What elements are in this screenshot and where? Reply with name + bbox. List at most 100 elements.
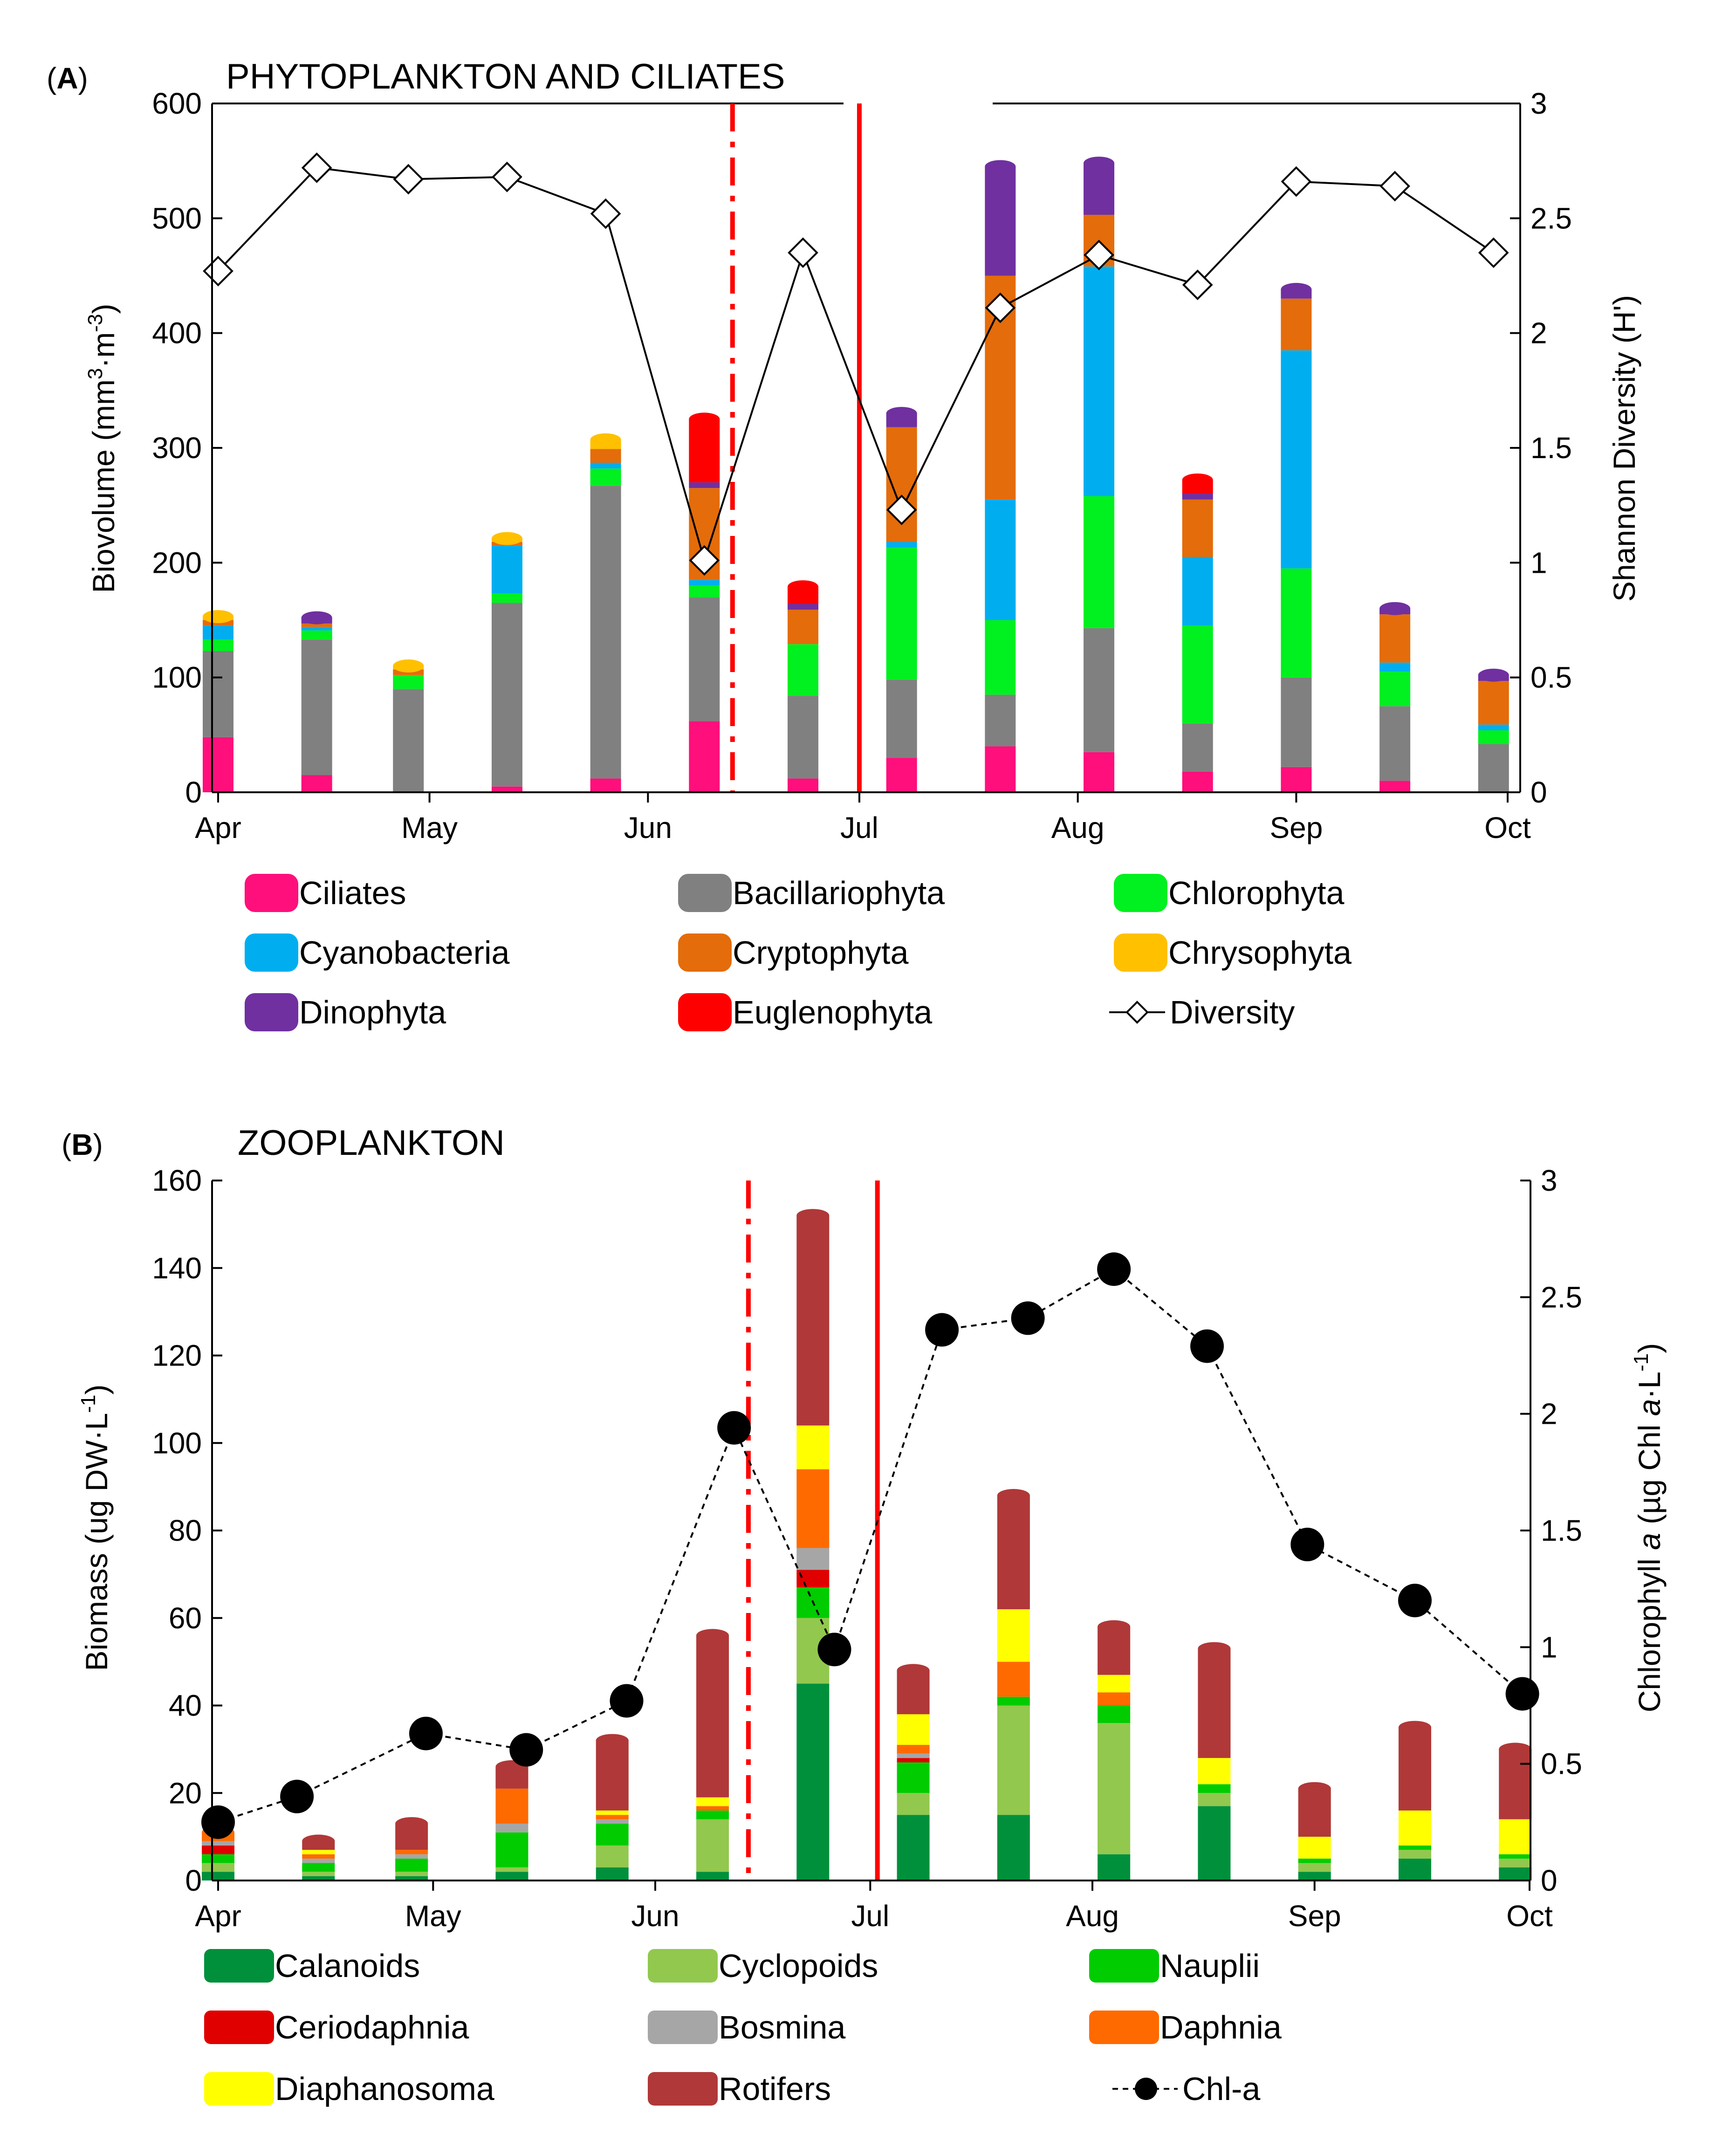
panel-a-bar-chlorophyta	[203, 639, 233, 652]
panel-a-bar-cyanobacteria	[1182, 557, 1213, 626]
panel-a-bar-bacillariophyta	[393, 689, 424, 792]
panel-b-x-tick-label: Oct	[1506, 1899, 1553, 1933]
panel-a-bar-ciliates	[491, 786, 522, 792]
panel-b-bar-cap-rotifers	[997, 1489, 1030, 1502]
panel-b-bar-diaphanosoma	[696, 1797, 729, 1806]
legend-swatch-ciliates	[245, 874, 298, 912]
panel-b-bar-calanoids	[1098, 1854, 1131, 1880]
legend-item-bacillariophyta: Bacillariophyta	[678, 874, 945, 912]
panel-b-bar-rotifers	[796, 1215, 830, 1426]
panel-a-label: (A)	[47, 62, 88, 95]
legend-item-cyanobacteria: Cyanobacteria	[245, 933, 509, 972]
panel-b-bar-nauplii	[596, 1823, 629, 1846]
panel-b-bar-diaphanosoma	[1298, 1837, 1331, 1859]
legend-swatch-ceriodaphnia	[204, 2011, 274, 2044]
panel-a-bar-bacillariophyta	[1478, 744, 1509, 792]
panel-b-bar-bosmina	[495, 1823, 528, 1832]
panel-a-bar-cap-dinophyta	[301, 611, 332, 625]
panel-b-bar-cap-rotifers	[395, 1817, 428, 1830]
panel-a-diversity-marker	[1281, 166, 1312, 197]
panel-a: (A) PHYTOPLANKTON AND CILIATES 010020030…	[47, 57, 1641, 1031]
panel-a-bar-cryptophyta	[1182, 499, 1213, 557]
panel-b-bar-calanoids	[1298, 1872, 1331, 1880]
panel-a-bar-ciliates	[590, 778, 621, 792]
panel-b-bar-nauplii	[395, 1859, 428, 1872]
panel-a-bar-chlorophyta	[1084, 496, 1115, 628]
panel-b-bar-diaphanosoma	[1499, 1819, 1532, 1854]
legend-label: Diversity	[1170, 994, 1295, 1030]
panel-a-bar-bacillariophyta	[491, 603, 522, 787]
panel-a-bar-cyanobacteria	[203, 625, 233, 640]
panel-a-y2-tick-label: 3	[1530, 87, 1547, 120]
legend-label: Diaphanosoma	[275, 2071, 494, 2107]
legend-label: Bacillariophyta	[733, 875, 945, 911]
panel-a-bar-chlorophyta	[590, 468, 621, 486]
panel-b-bar-rotifers	[1398, 1727, 1431, 1811]
panel-a-y2-tick-label: 0.5	[1530, 661, 1572, 694]
panel-a-diversity-marker	[1182, 269, 1213, 301]
panel-a-diversity-marker	[301, 152, 332, 183]
panel-b-y2-tick-label: 1.5	[1541, 1514, 1582, 1547]
panel-a-y-tick-label: 400	[152, 316, 202, 350]
panel-a-event-lines	[730, 103, 862, 792]
panel-a-bar-cap-dinophyta	[985, 160, 1016, 173]
panel-a-y-tick-label: 0	[185, 776, 202, 809]
panel-a-axes: 0 100 200 300 400 500 600 0 0.5 1 1.5 2 2.5 3 Apr May Ju…	[152, 87, 1572, 844]
panel-a-bar-cap-dinophyta	[886, 407, 917, 420]
panel-b-bar-calanoids	[202, 1872, 234, 1880]
panel-a-bar-cyanobacteria	[886, 542, 917, 548]
legend-label: Rotifers	[719, 2071, 831, 2107]
panel-a-bar-dinophyta	[787, 604, 818, 610]
panel-b-bar-calanoids	[395, 1876, 428, 1880]
panel-a-y-tick-label: 600	[152, 87, 202, 120]
panel-a-bar-chlorophyta	[787, 644, 818, 696]
panel-b-x-tick-label: Jul	[851, 1899, 889, 1933]
panel-b-chla-marker	[1505, 1677, 1539, 1711]
panel-b-bar-cap-rotifers	[796, 1209, 830, 1222]
panel-b-bar-calanoids	[1198, 1806, 1231, 1880]
panel-a-bar-ciliates	[301, 775, 332, 792]
panel-b-bar-cyclopoids	[495, 1867, 528, 1872]
panel-a-x-tick-label: Jun	[624, 811, 672, 844]
panel-b-bar-nauplii	[997, 1696, 1030, 1706]
legend-item-bosmina: Bosmina	[648, 2009, 845, 2045]
panel-b-bar-rotifers	[1198, 1648, 1231, 1758]
panel-b-bar-nauplii	[202, 1854, 234, 1863]
panel-b-bar-cap-rotifers	[1098, 1620, 1131, 1633]
legend-swatch-dinophyta	[245, 993, 298, 1031]
panel-a-bar-ciliates	[689, 721, 720, 792]
panel-b-chla-marker	[1011, 1301, 1045, 1335]
panel-b-bar-rotifers	[1098, 1627, 1131, 1675]
panel-a-bar-ciliates	[1182, 771, 1213, 792]
panel-b-bar-bosmina	[796, 1548, 830, 1570]
panel-b-bar-diaphanosoma	[1198, 1758, 1231, 1784]
legend-label: Euglenophyta	[733, 994, 932, 1030]
legend-swatch-diaphanosoma	[204, 2072, 274, 2106]
legend-label: Cyclopoids	[719, 1948, 878, 1984]
panel-b-bar-daphnia	[302, 1854, 335, 1859]
panel-a-bar-bacillariophyta	[1379, 706, 1411, 781]
panel-a-diversity-marker	[1478, 237, 1509, 268]
panel-b-bar-cap-rotifers	[302, 1834, 335, 1848]
legend-swatch-bosmina	[648, 2011, 718, 2044]
panel-a-diversity-marker	[886, 494, 917, 525]
panel-a-bar-cyanobacteria	[689, 580, 720, 586]
panel-b-bar-bosmina	[395, 1854, 428, 1859]
panel-b-bar-rotifers	[1499, 1749, 1532, 1819]
panel-b-y-tick-label: 60	[169, 1601, 202, 1635]
panel-b-x-tick-label: May	[405, 1899, 461, 1933]
panel-a-bar-bacillariophyta	[1182, 723, 1213, 772]
legend-swatch-euglenophyta	[678, 993, 732, 1031]
panel-b-bar-calanoids	[696, 1872, 729, 1880]
panel-a-bar-euglenophyta	[689, 419, 720, 482]
panel-a-bar-cap-euglenophyta	[1182, 473, 1213, 487]
panel-b-bar-calanoids	[796, 1683, 830, 1880]
legend-item-chlorophyta: Chlorophyta	[1114, 874, 1345, 912]
panel-a-x-tick-label: Apr	[195, 811, 241, 844]
panel-a-bar-cryptophyta	[1478, 681, 1509, 725]
panel-b: (B) ZOOPLANKTON 0 20 40 60 80 100 120 140 160 0 0.…	[62, 1123, 1667, 2107]
panel-b-bar-daphnia	[495, 1788, 528, 1824]
panel-a-bar-dinophyta	[1084, 163, 1115, 215]
panel-a-bar-cap-dinophyta	[1478, 668, 1509, 682]
panel-b-chla-line	[201, 1252, 1539, 1839]
